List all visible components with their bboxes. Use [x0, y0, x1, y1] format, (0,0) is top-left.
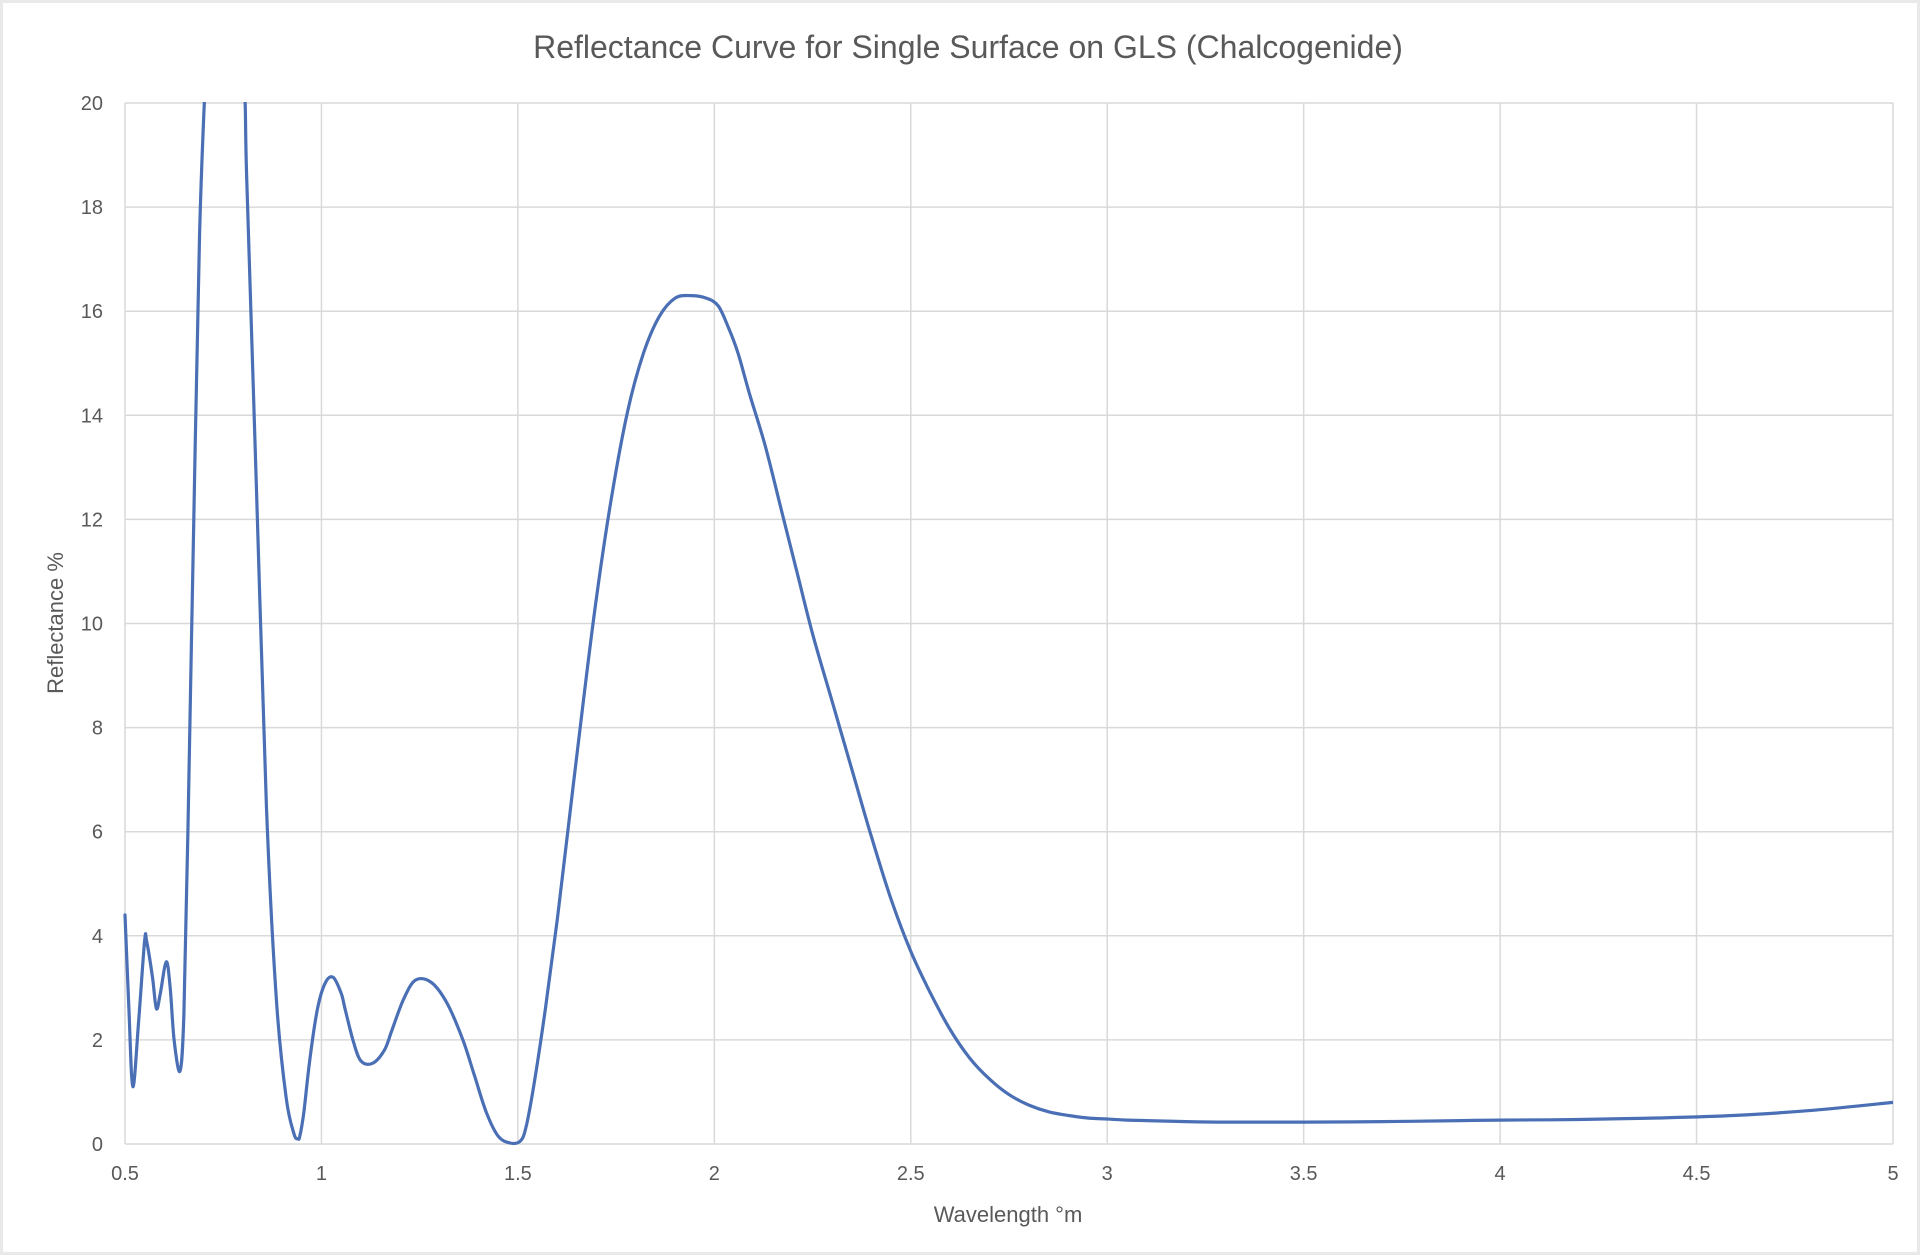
x-tick-label: 1.5 [504, 1163, 532, 1185]
reflectance-series-line [123, 102, 1893, 1146]
x-tick-label: 5 [1887, 1163, 1898, 1185]
x-tick-label: 3.5 [1290, 1163, 1318, 1185]
y-tick-label: 18 [81, 197, 103, 219]
y-tick-label: 0 [92, 1134, 103, 1156]
tick-labels: 0 2 4 6 8 10 12 14 16 18 20 0.5 1 1.5 2 2.5 3 3.5 4 4.5 5 [81, 93, 1899, 1185]
x-tick-label: 2.5 [897, 1163, 925, 1185]
x-tick-label: 4 [1495, 1163, 1506, 1185]
x-tick-label: 2 [709, 1163, 720, 1185]
x-tick-label: 4.5 [1683, 1163, 1711, 1185]
gridlines [124, 102, 1894, 1145]
y-tick-label: 8 [92, 718, 103, 740]
x-tick-label: 0.5 [111, 1163, 139, 1185]
y-tick-label: 14 [81, 405, 103, 427]
x-axis-title: Wavelength °m [934, 1202, 1083, 1227]
reflectance-chart: Reflectance Curve for Single Surface on … [43, 29, 1899, 1227]
x-tick-label: 1 [316, 1163, 327, 1185]
y-tick-label: 10 [81, 614, 103, 636]
x-tick-label: 3 [1102, 1163, 1113, 1185]
y-tick-label: 20 [81, 93, 103, 115]
y-tick-label: 2 [92, 1030, 103, 1052]
y-tick-label: 16 [81, 301, 103, 323]
y-tick-label: 4 [92, 926, 103, 948]
series-layer [123, 102, 1893, 1146]
y-tick-label: 12 [81, 509, 103, 531]
y-axis-title: Reflectance % [43, 552, 68, 694]
y-tick-label: 6 [92, 822, 103, 844]
chart-title: Reflectance Curve for Single Surface on … [533, 29, 1403, 65]
